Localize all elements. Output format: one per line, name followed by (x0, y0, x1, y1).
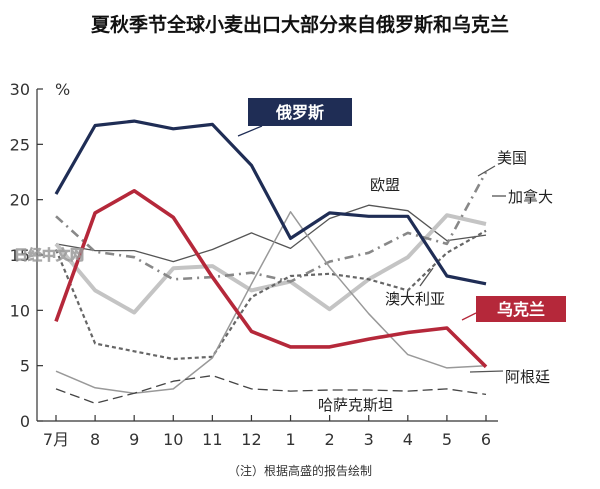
x-tick-label: 3 (364, 430, 374, 449)
chart-note: （注）根据高盛的报告绘制 (227, 464, 372, 478)
x-tick-label: 8 (90, 430, 100, 449)
series-tag-label: 俄罗斯 (275, 103, 324, 122)
y-tick-label: 20 (10, 191, 30, 210)
label-leader (469, 370, 504, 373)
chart-title: 夏秋季节全球小麦出口大部分来自俄罗斯和乌克兰 (90, 14, 509, 36)
series-label: 欧盟 (370, 176, 400, 194)
series-line-欧盟 (55, 204, 487, 263)
y-axis-unit: % (55, 80, 70, 99)
x-tick-label: 10 (163, 430, 183, 449)
y-tick-label: 25 (10, 135, 30, 154)
x-tick-label: 1 (285, 430, 295, 449)
series-tag-label: 乌克兰 (497, 300, 545, 319)
series-tag-box (476, 296, 566, 322)
label-leader (419, 267, 434, 287)
y-tick-label: 0 (20, 412, 30, 431)
x-tick-label: 7月 (43, 430, 69, 449)
series-label: 加拿大 (508, 188, 553, 206)
label-leader (477, 165, 496, 177)
y-tick-label: 10 (10, 301, 30, 320)
series-line-阿根廷 (55, 211, 487, 395)
x-tick-label: 11 (202, 430, 222, 449)
series-lines (54, 119, 488, 404)
x-tick-label: 6 (481, 430, 491, 449)
y-tick-label: 5 (20, 357, 30, 376)
series-label: 美国 (497, 149, 527, 167)
label-leader (237, 125, 263, 137)
x-tick-label: 4 (403, 430, 413, 449)
watermark: 日经中文网 (14, 247, 84, 264)
y-tick-label: 30 (10, 80, 30, 99)
series-line-乌克兰 (54, 189, 488, 369)
y-tick-label: 15 (10, 246, 30, 265)
series-line-俄罗斯 (54, 119, 487, 286)
series-label: 哈萨克斯坦 (318, 396, 393, 414)
x-tick-label: 12 (241, 430, 261, 449)
x-tick-label: 2 (325, 430, 335, 449)
series-line-澳大利亚 (54, 229, 487, 361)
series-line-哈萨克斯坦 (55, 374, 487, 404)
x-tick-label: 5 (442, 430, 452, 449)
x-tick-label: 9 (129, 430, 139, 449)
series-line-加拿大 (54, 213, 487, 315)
series-label: 澳大利亚 (385, 290, 445, 308)
series-label: 阿根廷 (505, 368, 550, 386)
label-leader (461, 312, 477, 321)
series-tag-box (248, 98, 352, 126)
series-line-美国 (55, 171, 488, 283)
